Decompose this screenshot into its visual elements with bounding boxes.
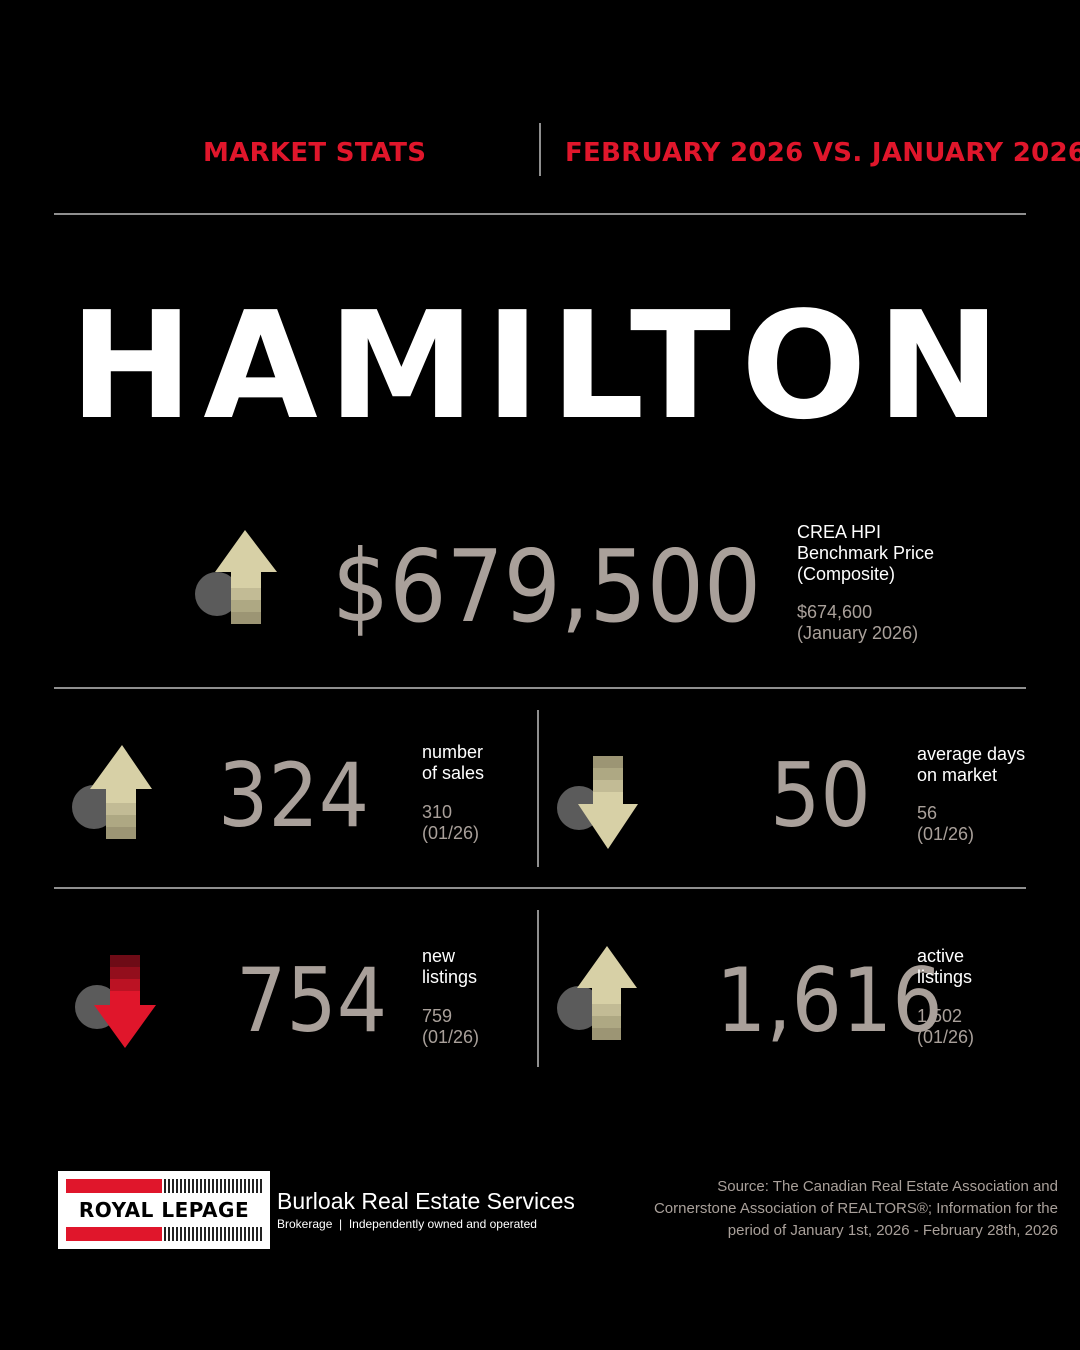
divider-vertical-1 xyxy=(537,710,539,867)
days-label-line: on market xyxy=(917,765,998,785)
divider-top xyxy=(54,213,1026,215)
active-listings-label-line: listings xyxy=(917,967,973,987)
new-listings-prev-line: 759 xyxy=(422,1006,453,1026)
header-period: FEBRUARY 2026 VS. JANUARY 2026 xyxy=(565,138,1080,168)
sales-prev-line: 310 xyxy=(422,802,453,822)
hpi-prev-line: $674,600 xyxy=(797,602,873,622)
new-listings-label: new listings xyxy=(422,946,477,988)
hpi-label: CREA HPI Benchmark Price (Composite) xyxy=(797,522,934,585)
divider-low xyxy=(54,887,1026,889)
active-listings-label-line: active xyxy=(917,946,965,966)
header-divider xyxy=(539,123,541,176)
brokerage-tagline: Brokerage | Independently owned and oper… xyxy=(277,1217,537,1231)
new-listings-previous: 759 (01/26) xyxy=(422,1006,479,1048)
new-listings-value: 754 xyxy=(236,949,388,1052)
days-prev-line: 56 xyxy=(917,803,938,823)
header-title: MARKET STATS xyxy=(203,138,427,168)
sales-label-line: of sales xyxy=(422,763,485,783)
source-note: Source: The Canadian Real Estate Associa… xyxy=(598,1176,1058,1242)
arrow-up-icon xyxy=(195,528,280,626)
divider-vertical-2 xyxy=(537,910,539,1067)
active-listings-prev-line: 1,502 xyxy=(917,1006,963,1026)
active-listings-label: active listings xyxy=(917,946,972,988)
arrow-down-icon xyxy=(75,953,160,1051)
brokerage-name: Burloak Real Estate Services xyxy=(277,1188,575,1214)
active-listings-previous: 1,502 (01/26) xyxy=(917,1006,974,1048)
days-value: 50 xyxy=(770,744,871,847)
hpi-label-line: (Composite) xyxy=(797,564,896,584)
new-listings-label-line: listings xyxy=(422,967,478,987)
active-listings-prev-line: (01/26) xyxy=(917,1027,975,1047)
hpi-label-line: CREA HPI xyxy=(797,522,882,542)
logo-wordmark: ROYAL LEPAGE xyxy=(78,1198,250,1222)
sales-prev-line: (01/26) xyxy=(422,823,480,843)
hpi-label-line: Benchmark Price xyxy=(797,543,935,563)
days-label-line: average days xyxy=(917,744,1026,764)
sales-label: number of sales xyxy=(422,742,484,784)
source-line: Cornerstone Association of REALTORS®; In… xyxy=(653,1200,1058,1217)
sales-label-line: number xyxy=(422,742,484,762)
days-label: average days on market xyxy=(917,744,1025,786)
hpi-previous: $674,600 (January 2026) xyxy=(797,602,918,644)
active-listings-value: 1,616 xyxy=(716,949,943,1052)
source-line: period of January 1st, 2026 - February 2… xyxy=(727,1222,1058,1239)
arrow-up-icon xyxy=(72,743,157,841)
hpi-value: $679,500 xyxy=(332,528,762,645)
days-previous: 56 (01/26) xyxy=(917,803,974,845)
days-prev-line: (01/26) xyxy=(917,824,975,844)
new-listings-label-line: new xyxy=(422,946,456,966)
arrow-up-icon xyxy=(557,944,642,1042)
divider-mid xyxy=(54,687,1026,689)
hpi-prev-line: (January 2026) xyxy=(797,623,919,643)
new-listings-prev-line: (01/26) xyxy=(422,1027,480,1047)
city-title: HAMILTON xyxy=(69,280,1011,452)
source-line: Source: The Canadian Real Estate Associa… xyxy=(717,1178,1058,1195)
royal-lepage-logo: ROYAL LEPAGE xyxy=(58,1171,270,1249)
arrow-down-icon xyxy=(557,754,642,852)
sales-previous: 310 (01/26) xyxy=(422,802,479,844)
sales-value: 324 xyxy=(218,744,370,847)
